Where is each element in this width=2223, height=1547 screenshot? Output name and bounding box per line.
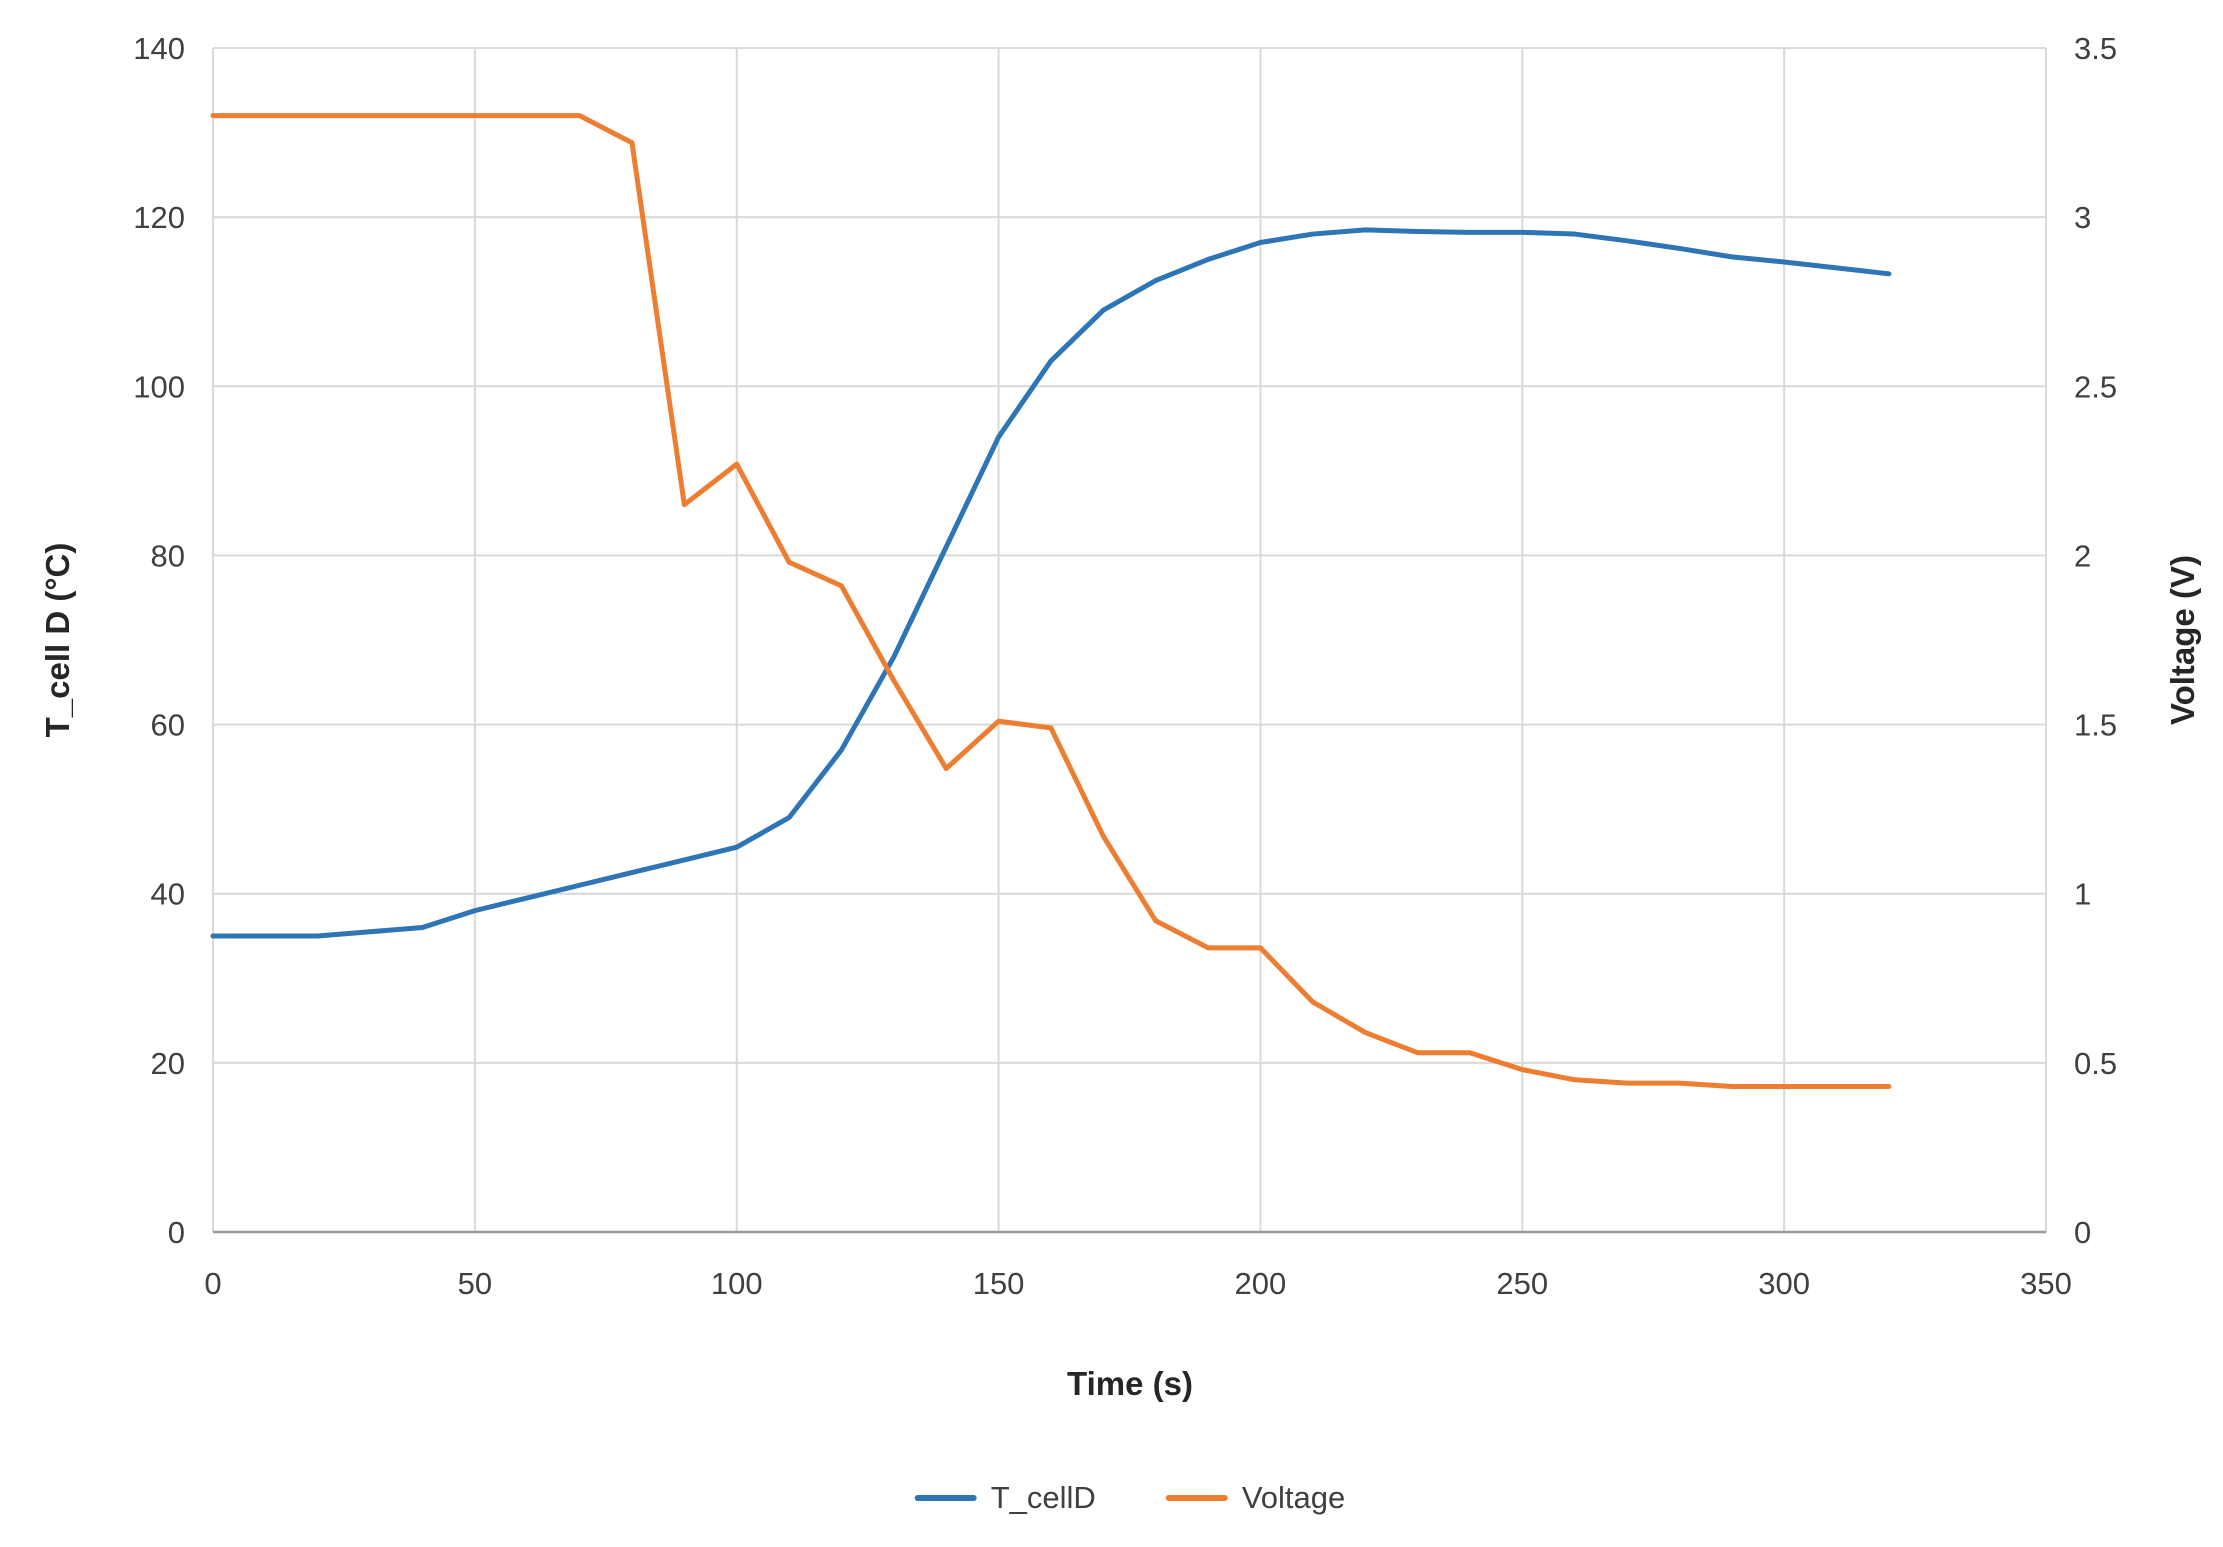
- plot-area: 0 20 40 60 80 100 120 140 0 0.5 1 1.5 2 2.5 3 3.5 0 50 100…: [133, 31, 2117, 1301]
- y-axis-left-tick-label: 0: [168, 1215, 185, 1250]
- legend-label-voltage: Voltage: [1241, 1480, 1346, 1515]
- legend: T_cellD Voltage: [914, 1480, 1346, 1516]
- legend-line-swatch-tcelld: [914, 1495, 977, 1501]
- legend-item-tcelld: T_cellD: [914, 1480, 1096, 1516]
- legend-item-voltage: Voltage: [1165, 1480, 1346, 1516]
- x-axis-tick-label: 350: [2020, 1266, 2072, 1301]
- y-axis-left-tick-label: 120: [133, 200, 185, 235]
- legend-line-swatch-voltage: [1165, 1495, 1228, 1501]
- legend-label-tcelld: T_cellD: [990, 1480, 1096, 1515]
- y-axis-left-tick-label: 40: [151, 877, 185, 912]
- y-axis-right-tick-label: 1.5: [2074, 708, 2117, 743]
- y-axis-right-tick-label: 3.5: [2074, 31, 2117, 66]
- y-axis-left-tick-label: 100: [133, 369, 185, 404]
- x-axis-tick-label: 50: [458, 1266, 492, 1301]
- x-axis-tick-label: 300: [1758, 1266, 1810, 1301]
- x-axis-tick-label: 200: [1235, 1266, 1287, 1301]
- y-axis-title-right: Voltage (V): [2164, 555, 2201, 725]
- x-axis-tick-label: 250: [1496, 1266, 1548, 1301]
- series-line-t_celld: [210, 227, 1892, 939]
- y-axis-right-tick-label: 2.5: [2074, 369, 2117, 404]
- y-axis-right-tick-label: 0.5: [2074, 1046, 2117, 1081]
- y-axis-right-tick-label: 2: [2074, 538, 2091, 573]
- y-axis-left-tick-label: 20: [151, 1046, 185, 1081]
- series-line-voltage: [210, 113, 1892, 1090]
- x-axis-tick-label: 0: [204, 1266, 221, 1301]
- y-axis-right-tick-label: 1: [2074, 877, 2091, 912]
- x-axis-title: Time (s): [1067, 1365, 1193, 1402]
- x-axis-tick-label: 150: [973, 1266, 1025, 1301]
- y-axis-left-tick-label: 140: [133, 31, 185, 66]
- y-axis-left-tick-label: 60: [151, 708, 185, 743]
- y-axis-left-tick-label: 80: [151, 538, 185, 573]
- y-axis-right-tick-label: 0: [2074, 1215, 2091, 1250]
- y-axis-right-tick-label: 3: [2074, 200, 2091, 235]
- y-axis-title-left: T_cell D (°C): [39, 542, 76, 738]
- x-axis-tick-label: 100: [711, 1266, 763, 1301]
